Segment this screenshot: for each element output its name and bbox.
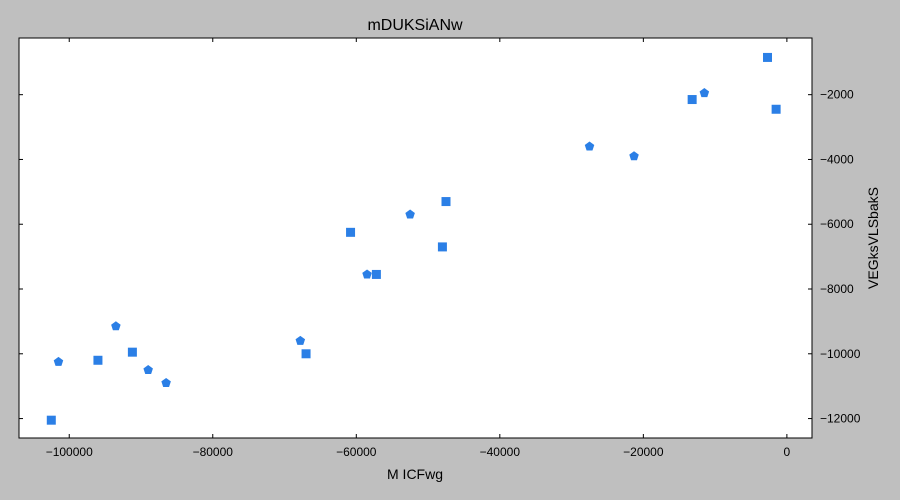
- data-point-pentagon: [295, 335, 306, 345]
- data-points: [46, 52, 781, 425]
- data-point-pentagon: [699, 88, 710, 98]
- data-point-square: [46, 415, 56, 425]
- x-tick-label: −20000: [623, 445, 664, 459]
- data-point-square: [687, 95, 697, 105]
- data-point-square: [441, 197, 451, 207]
- data-point-square: [771, 104, 781, 114]
- x-tick-label: 0: [784, 445, 791, 459]
- x-tick-label: −40000: [480, 445, 521, 459]
- data-point-pentagon: [53, 356, 64, 366]
- y-axis-label: VEGksVLSbakS: [865, 187, 881, 289]
- data-point-square: [763, 52, 773, 62]
- y-tick-label: −8000: [820, 282, 854, 296]
- y-tick-label: −12000: [820, 412, 861, 426]
- data-point-square: [346, 227, 356, 237]
- data-point-pentagon: [362, 269, 372, 279]
- x-axis-ticks: −100000 −80000 −60000 −40000 −20000 0: [46, 38, 791, 459]
- x-axis-label: M ICFwg: [387, 466, 443, 482]
- data-point-pentagon: [161, 377, 171, 387]
- chart-title: mDUKSiANw: [367, 17, 463, 34]
- y-tick-label: −10000: [820, 347, 861, 361]
- y-axis-ticks: −12000 −10000 −8000 −6000 −4000 −2000: [19, 88, 861, 426]
- y-tick-label: −4000: [820, 152, 854, 166]
- data-point-square: [127, 347, 137, 357]
- data-point-pentagon: [584, 141, 595, 151]
- data-point-square: [371, 269, 381, 279]
- x-tick-label: −60000: [336, 445, 377, 459]
- data-point-square: [93, 355, 103, 365]
- data-point-pentagon: [405, 209, 415, 219]
- y-tick-label: −6000: [820, 217, 854, 231]
- data-point-pentagon: [629, 151, 639, 161]
- data-point-pentagon: [143, 364, 153, 375]
- data-point-square: [301, 349, 311, 359]
- x-tick-label: −100000: [46, 445, 93, 459]
- data-point-square: [437, 242, 447, 252]
- data-point-pentagon: [111, 321, 121, 331]
- x-tick-label: −80000: [193, 445, 234, 459]
- y-tick-label: −2000: [820, 88, 854, 102]
